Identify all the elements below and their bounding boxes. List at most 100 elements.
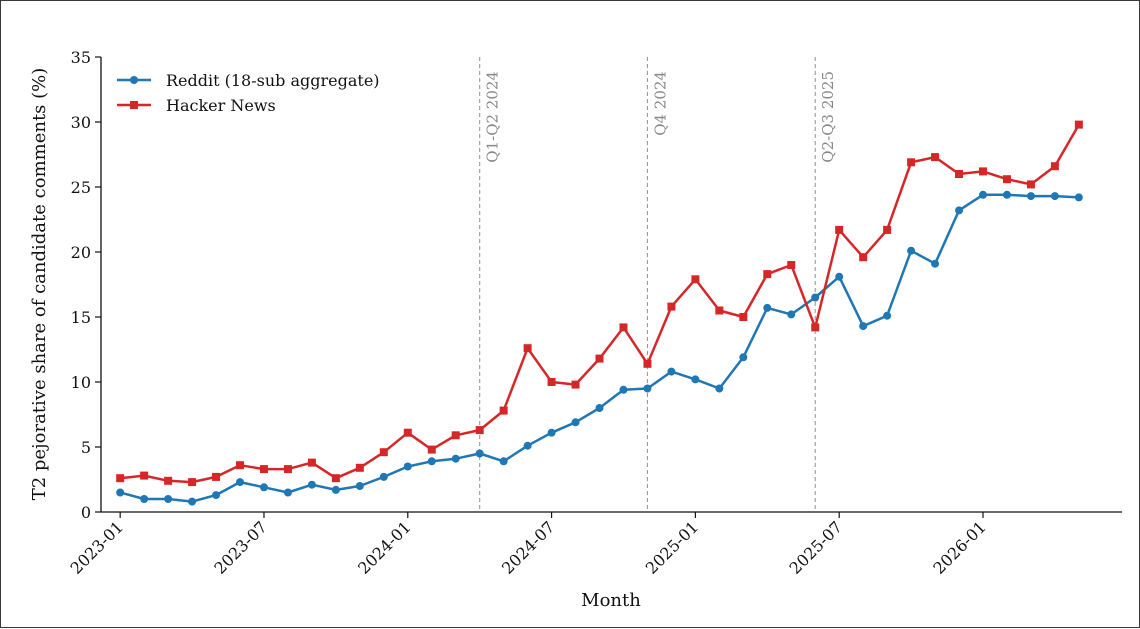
y-tick-label: 0 xyxy=(81,503,91,522)
data-point-reddit xyxy=(116,488,125,497)
axes-layer xyxy=(100,57,1122,513)
y-ticks: 0 5 10 15 20 25 30 35 xyxy=(71,48,101,522)
x-tick-label: 2023-07 xyxy=(210,517,270,577)
series-layer xyxy=(116,120,1083,506)
data-point-hn xyxy=(978,167,987,176)
series-line-hn xyxy=(120,123,1080,484)
data-point-reddit xyxy=(763,303,772,312)
data-point-hn xyxy=(116,474,125,483)
annotation-label: Q4 2024 xyxy=(651,71,669,136)
data-point-reddit xyxy=(451,454,460,463)
x-ticks: 2023-01 2023-07 2024-01 2024-07 2025-01 2025-… xyxy=(67,512,990,578)
x-tick-label: 2026-01 xyxy=(929,517,989,577)
data-point-reddit xyxy=(715,384,724,393)
data-point-hn xyxy=(763,270,772,279)
data-point-hn xyxy=(427,445,436,454)
data-point-hn xyxy=(739,313,748,321)
data-point-reddit xyxy=(1002,190,1011,199)
data-point-hn xyxy=(787,261,796,269)
data-point-reddit xyxy=(883,311,892,320)
y-tick-label: 15 xyxy=(71,308,91,327)
data-point-hn xyxy=(236,461,245,470)
data-point-hn xyxy=(1002,175,1011,184)
x-tick-label: 2025-07 xyxy=(786,517,846,577)
data-point-reddit xyxy=(643,384,652,393)
x-tick-label: 2023-01 xyxy=(67,517,127,577)
data-point-reddit xyxy=(859,322,868,331)
data-point-hn xyxy=(283,465,292,474)
data-point-hn xyxy=(643,359,652,368)
data-point-reddit xyxy=(403,462,412,471)
data-point-reddit xyxy=(667,367,676,376)
data-point-hn xyxy=(307,458,316,467)
data-point-reddit xyxy=(164,495,173,503)
data-point-hn xyxy=(523,344,532,353)
data-point-hn xyxy=(259,465,268,474)
data-point-hn xyxy=(1026,180,1035,189)
data-point-reddit xyxy=(1026,192,1035,201)
data-point-hn xyxy=(451,431,460,440)
y-tick-label: 25 xyxy=(71,178,91,197)
data-point-hn xyxy=(1050,162,1059,171)
data-point-reddit xyxy=(523,441,532,450)
data-point-hn xyxy=(547,378,556,386)
data-point-hn xyxy=(403,428,412,437)
y-axis-label: T2 pejorative share of candidate comment… xyxy=(29,68,50,501)
data-point-reddit xyxy=(547,428,556,437)
y-tick-label: 20 xyxy=(71,243,91,262)
legend-marker-hn xyxy=(130,101,138,109)
x-axis-label: Month xyxy=(581,590,641,611)
data-point-hn xyxy=(331,474,340,483)
data-point-hn xyxy=(188,478,197,487)
data-point-reddit xyxy=(475,449,484,458)
x-tick-label: 2025-01 xyxy=(642,517,702,577)
data-point-reddit xyxy=(1074,193,1083,202)
data-point-reddit xyxy=(619,385,628,394)
data-point-reddit xyxy=(1050,192,1059,201)
data-point-reddit xyxy=(499,457,508,466)
series-line-reddit xyxy=(119,193,1079,503)
data-point-reddit xyxy=(835,272,844,281)
y-tick-label: 5 xyxy=(81,438,91,457)
annotation-label: Q1-Q2 2024 xyxy=(484,71,502,163)
data-point-reddit xyxy=(595,404,604,412)
data-point-hn xyxy=(212,472,221,481)
data-point-reddit xyxy=(955,206,964,215)
data-point-reddit xyxy=(379,472,388,481)
data-point-hn xyxy=(811,323,820,332)
data-point-reddit xyxy=(978,190,987,199)
data-point-reddit xyxy=(188,497,197,506)
data-point-hn xyxy=(859,253,868,262)
data-point-hn xyxy=(499,406,508,415)
legend: Reddit (18-sub aggregate) Hacker News xyxy=(117,71,380,115)
y-tick-label: 30 xyxy=(71,113,91,132)
data-point-hn xyxy=(907,158,916,167)
data-point-hn xyxy=(379,448,388,457)
data-point-hn xyxy=(475,426,484,435)
data-point-reddit xyxy=(691,375,700,384)
data-point-reddit xyxy=(907,246,916,255)
data-point-hn xyxy=(595,354,604,363)
annotations-layer: Q1-Q2 2024 Q4 2024 Q2-Q3 2025 xyxy=(479,57,837,512)
data-point-reddit xyxy=(259,483,268,492)
legend-marker-reddit xyxy=(130,76,138,84)
data-point-hn xyxy=(883,225,892,234)
data-point-hn xyxy=(955,170,964,178)
data-point-reddit xyxy=(427,457,436,466)
data-point-reddit xyxy=(571,418,580,427)
data-point-reddit xyxy=(739,353,748,362)
data-point-hn xyxy=(355,463,364,472)
data-point-hn xyxy=(931,153,940,162)
data-point-hn xyxy=(619,323,628,332)
data-point-reddit xyxy=(811,293,820,302)
data-point-reddit xyxy=(212,491,221,500)
y-tick-label: 35 xyxy=(71,48,91,67)
data-point-hn xyxy=(835,225,844,234)
y-tick-label: 10 xyxy=(71,373,91,392)
annotation-label: Q2-Q3 2025 xyxy=(819,71,837,163)
x-tick-label: 2024-07 xyxy=(498,517,558,577)
legend-label-reddit: Reddit (18-sub aggregate) xyxy=(166,71,380,90)
data-point-hn xyxy=(715,306,724,315)
